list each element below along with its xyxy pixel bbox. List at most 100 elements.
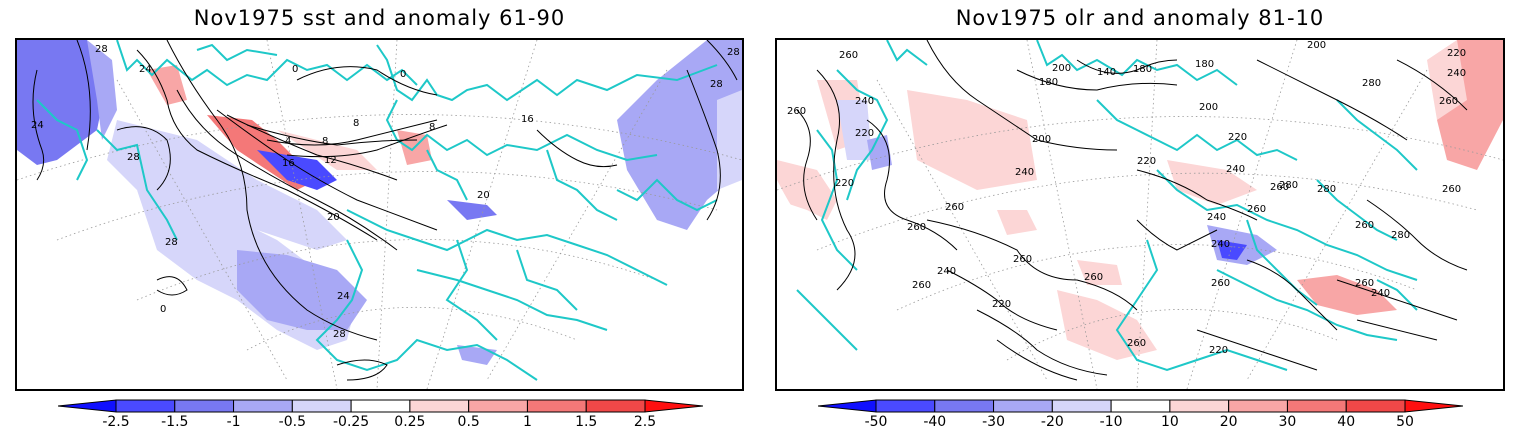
colorbar-tick-label: 1 <box>523 414 532 430</box>
anomaly-patch <box>1217 240 1247 260</box>
anomaly-patch <box>867 135 892 170</box>
contour-label: 280 <box>1279 180 1298 191</box>
colorbar-tick-label: 0.25 <box>394 414 425 430</box>
contour-label: 4 <box>285 136 291 147</box>
contour-label: 0 <box>292 64 298 75</box>
colorbar-box <box>1228 399 1288 413</box>
colorbar-box <box>934 399 995 413</box>
anomaly-patch <box>837 100 872 160</box>
contour-label: 260 <box>1355 220 1374 231</box>
contour-label: 260 <box>1127 338 1146 349</box>
anomaly-patch <box>777 160 837 220</box>
colorbar-tick-label: -2.5 <box>102 414 129 430</box>
contour-label: 140 <box>1097 67 1116 78</box>
sst-map-canvas: 28 24 28 24 0 0 4 8 8 8 12 16 16 20 20 2… <box>17 40 742 389</box>
colorbar-box <box>1345 399 1406 413</box>
colorbar-box <box>1286 399 1347 413</box>
contour-label: 8 <box>353 118 359 129</box>
contour-label: 260 <box>907 222 926 233</box>
contour-label: 20 <box>477 190 490 201</box>
contour-label: 0 <box>400 69 406 80</box>
contour-label: 220 <box>1209 345 1228 356</box>
contour-label: 240 <box>1015 167 1034 178</box>
contour-label: 240 <box>1447 68 1466 79</box>
contour-label: 28 <box>165 237 178 248</box>
anomaly-patch <box>1297 275 1397 315</box>
anomaly-patch <box>447 200 497 220</box>
contour-label: 200 <box>1199 102 1218 113</box>
contour-label: 240 <box>1226 164 1245 175</box>
contour-label: 260 <box>1439 96 1458 107</box>
contour-label: 24 <box>139 64 152 75</box>
contour-label: 28 <box>127 152 140 163</box>
contour-label: 28 <box>333 329 346 340</box>
anomaly-patch <box>1167 160 1257 205</box>
colorbar-tick-label: 0.5 <box>458 414 480 430</box>
contour-label: 12 <box>324 155 337 166</box>
colorbar-tick-label: -10 <box>1100 414 1123 430</box>
contour-label: 260 <box>1442 184 1461 195</box>
anomaly-patch <box>1077 260 1122 285</box>
colorbar-tick-label: -1 <box>227 414 241 430</box>
sst-colorbar-svg: -2.5 -1.5 -1 -0.5 -0.25 0.25 0.5 1 1.5 2.5 <box>58 399 703 430</box>
colorbar-tick-label: -30 <box>982 414 1005 430</box>
olr-map-canvas: 260 240 220 220 200 180 140 180 180 200 … <box>777 40 1503 389</box>
colorbar-max-arrow <box>644 399 703 413</box>
contour-label: 280 <box>1362 78 1381 89</box>
contour-label: 280 <box>1317 184 1336 195</box>
contour-label: 260 <box>1084 272 1103 283</box>
contour-label: 260 <box>1270 182 1289 193</box>
olr-contour-labels: 260 240 220 220 200 180 140 180 180 200 … <box>787 40 1466 356</box>
colorbar-box <box>233 399 293 413</box>
colorbar-box <box>1110 399 1171 413</box>
colorbar-box <box>585 399 646 413</box>
anomaly-patch <box>17 40 107 165</box>
anomaly-patch <box>1057 290 1157 360</box>
contour-label: 28 <box>710 79 723 90</box>
colorbar-tick-label: -50 <box>865 414 888 430</box>
sst-anomaly-shading <box>17 40 742 365</box>
colorbar-box <box>875 399 936 413</box>
colorbar-tick-label: -0.5 <box>279 414 306 430</box>
contour-label: 24 <box>337 291 350 302</box>
colorbar-box <box>993 399 1053 413</box>
olr-anomaly-shading <box>777 40 1503 360</box>
olr-anomaly-map: 260 240 220 220 200 180 140 180 180 200 … <box>775 38 1505 391</box>
anomaly-patch <box>617 40 742 230</box>
contour-label: 220 <box>1137 156 1156 167</box>
anomaly-patch <box>237 250 367 330</box>
contour-label: 220 <box>1447 48 1466 59</box>
contour-label: 16 <box>521 114 534 125</box>
colorbar-box <box>1169 399 1230 413</box>
contour-label: 180 <box>1195 59 1214 70</box>
anomaly-patch <box>147 65 187 105</box>
coastlines <box>796 40 1418 372</box>
contour-label: 240 <box>1207 212 1226 223</box>
contour-label: 220 <box>835 178 854 189</box>
colorbar-tick-label: 20 <box>1220 414 1238 430</box>
colorbar-tick-label: 1.5 <box>575 414 597 430</box>
sst-contours <box>32 40 738 381</box>
contour-label: 28 <box>727 47 740 58</box>
colorbar-box <box>115 399 176 413</box>
contour-label: 28 <box>95 44 108 55</box>
contour-label: 0 <box>160 304 166 315</box>
sst-anomaly-map: 28 24 28 24 0 0 4 8 8 8 12 16 16 20 20 2… <box>15 38 744 391</box>
contour-label: 260 <box>787 106 806 117</box>
sst-colorbar: -2.5 -1.5 -1 -0.5 -0.25 0.25 0.5 1 1.5 2.5 <box>58 398 703 438</box>
colorbar-tick-label: -20 <box>1041 414 1064 430</box>
colorbar-tick-label: -40 <box>923 414 946 430</box>
colorbar-box <box>291 399 352 413</box>
contour-label: 16 <box>282 158 295 169</box>
colorbar-box <box>526 399 587 413</box>
anomaly-patch <box>907 90 1037 190</box>
hemisphere-mask <box>17 160 742 389</box>
contour-label: 260 <box>839 50 858 61</box>
anomaly-patch <box>107 120 347 250</box>
colorbar-min-arrow <box>58 399 117 413</box>
contour-label: 260 <box>1211 278 1230 289</box>
colorbar-tick-label: -0.25 <box>333 414 369 430</box>
olr-colorbar-svg: -50 -40 -30 -20 -10 10 20 30 40 50 <box>818 399 1463 430</box>
colorbar-tick-label: 40 <box>1337 414 1355 430</box>
contour-label: 260 <box>912 280 931 291</box>
